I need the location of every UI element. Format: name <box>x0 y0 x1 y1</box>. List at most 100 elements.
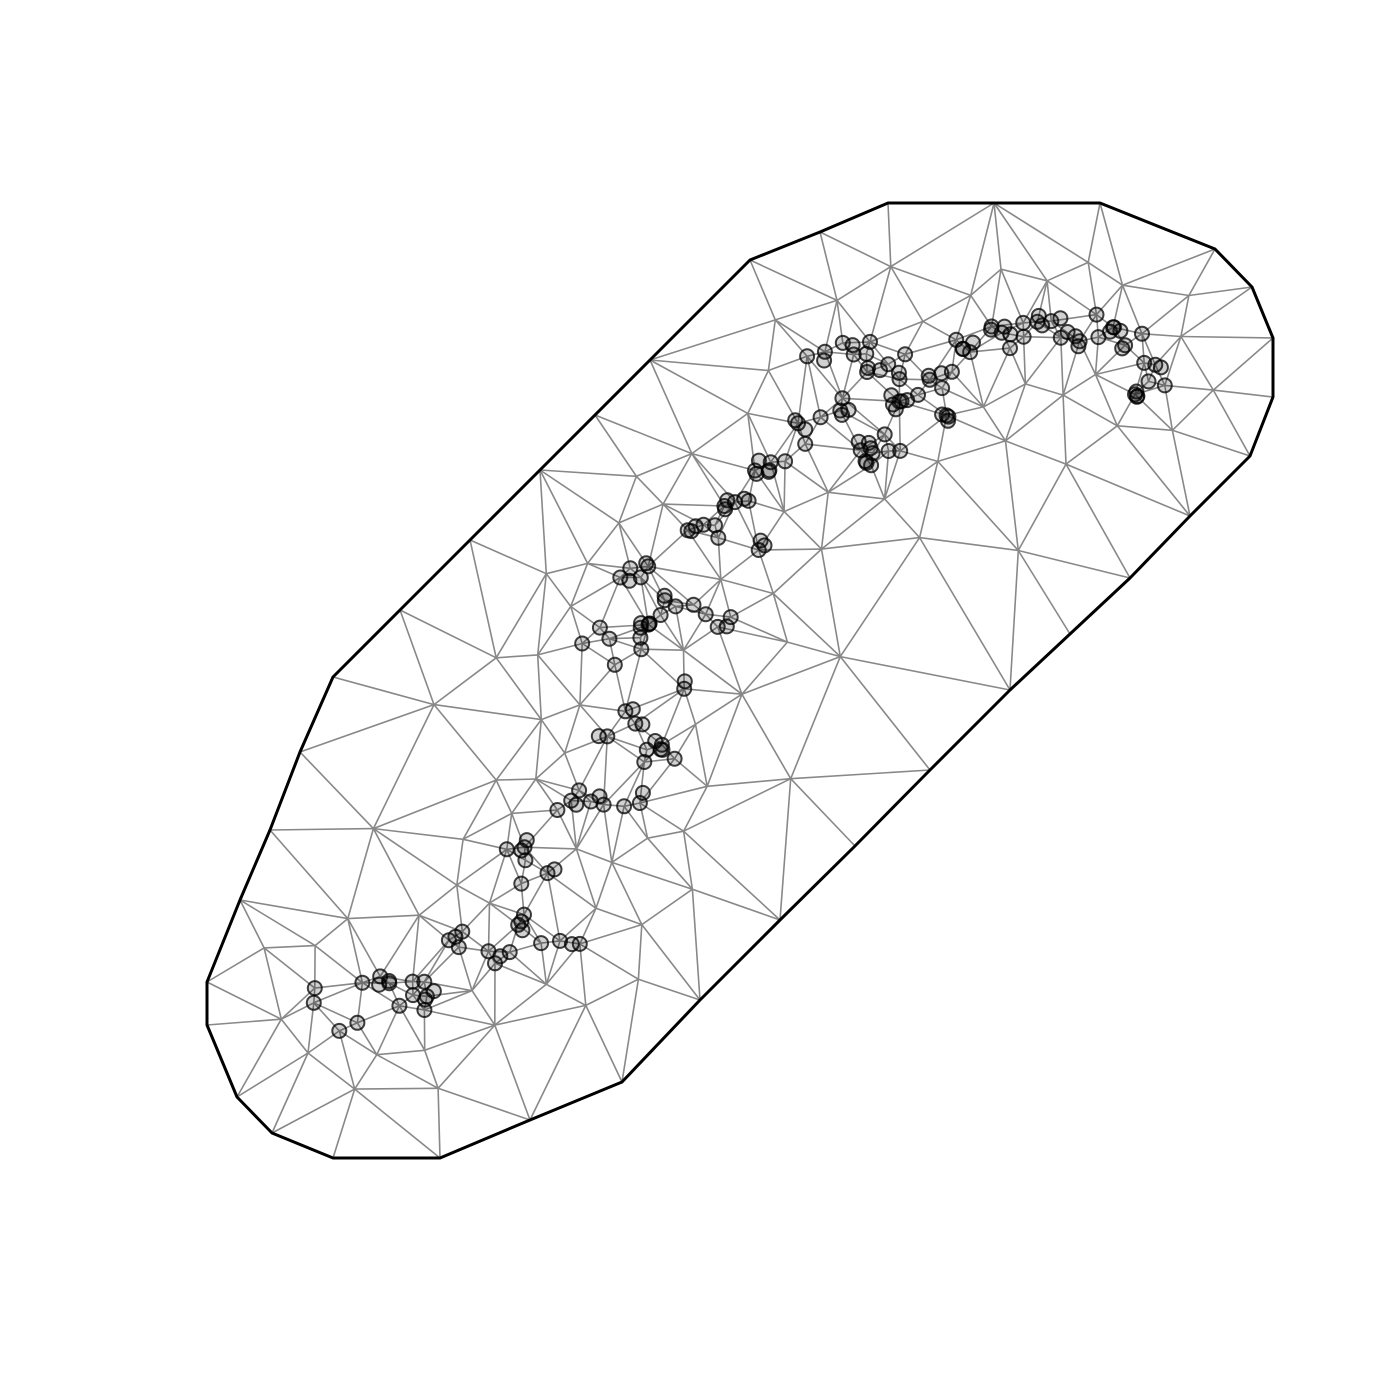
mesh-edge <box>307 1052 356 1090</box>
observation-point <box>872 362 888 379</box>
observation-point <box>621 572 638 589</box>
mesh-edge <box>993 202 1002 270</box>
mesh-edge <box>1000 268 1024 324</box>
mesh-edge <box>1134 393 1173 431</box>
mesh-edge <box>824 342 844 353</box>
observation-point <box>685 596 702 613</box>
mesh-edge <box>578 789 605 806</box>
mesh-edge <box>1099 202 1124 286</box>
observation-point <box>513 875 530 892</box>
mesh-edge <box>684 688 742 695</box>
mesh-edge <box>919 536 1019 552</box>
mesh-edge <box>1141 333 1145 363</box>
mesh-edge <box>1025 383 1064 396</box>
mesh-edge <box>784 443 806 462</box>
observation-point <box>709 618 726 635</box>
mesh-edge <box>1212 389 1251 457</box>
mesh-edge <box>471 962 496 992</box>
observation-point <box>492 948 509 965</box>
observation-point <box>722 609 739 626</box>
observation-point <box>647 733 664 749</box>
mesh-edge <box>1000 268 1048 282</box>
mesh-edge <box>647 503 664 567</box>
mesh-edge <box>582 637 610 645</box>
mesh-edge <box>299 751 374 830</box>
mesh-edge <box>523 914 542 944</box>
mesh-edge <box>720 578 774 595</box>
observation-point <box>636 754 653 770</box>
observation-point <box>533 935 550 952</box>
mesh-edge <box>372 704 435 829</box>
observation-point <box>595 796 612 813</box>
observation-point <box>634 716 651 733</box>
mesh-edge <box>779 778 792 921</box>
mesh-edge <box>649 359 769 372</box>
mesh-edge <box>618 503 664 524</box>
observation-point <box>787 412 804 429</box>
mesh-edge <box>784 460 829 493</box>
mesh-edge <box>307 1002 315 1054</box>
mesh-edge <box>917 387 943 396</box>
mesh-edge <box>797 356 808 424</box>
mesh-edge <box>603 803 625 808</box>
mesh-edge <box>647 830 684 839</box>
mesh-edge <box>456 848 508 886</box>
observation-point <box>1052 310 1069 327</box>
observation-point <box>797 435 814 452</box>
observation-point <box>954 341 971 357</box>
mesh-edge <box>611 837 649 864</box>
mesh-edge <box>332 676 435 706</box>
observation-point <box>1136 354 1153 371</box>
mesh-edge <box>648 565 721 581</box>
mesh-edge <box>691 453 726 507</box>
mesh-edge <box>399 609 435 705</box>
mesh-edge <box>239 899 265 949</box>
mesh-edge <box>691 452 756 472</box>
mesh-edge <box>1087 262 1098 315</box>
mesh-edge <box>570 576 621 608</box>
observation-point <box>752 532 769 549</box>
observation-point <box>857 453 874 470</box>
mesh-edge <box>563 704 581 754</box>
mesh-edge <box>860 449 872 466</box>
mesh-edge <box>644 757 675 763</box>
mesh-edge <box>639 802 685 832</box>
observation-point <box>549 802 566 818</box>
observation-point <box>574 635 591 652</box>
mesh-edge <box>884 433 901 452</box>
observation-point <box>834 406 850 423</box>
mesh-edge <box>821 536 920 550</box>
mesh-edge <box>579 943 639 980</box>
mesh-edge <box>372 827 458 886</box>
observation-point <box>860 434 877 451</box>
mesh-edge <box>636 452 693 478</box>
mesh-edge <box>1018 549 1131 579</box>
mesh-edge <box>595 862 613 909</box>
mesh-edge <box>547 872 597 909</box>
mesh-edge <box>1005 394 1064 442</box>
mesh-edge <box>884 460 939 500</box>
observation-point <box>1134 325 1150 342</box>
mesh-edge <box>982 406 1007 442</box>
mesh-edge <box>239 899 348 920</box>
mesh-edge <box>754 470 785 513</box>
mesh-edge <box>1087 202 1101 263</box>
mesh-edge <box>354 1088 441 1159</box>
mesh-edge <box>1036 321 1062 339</box>
observation-point <box>750 452 767 469</box>
mesh-edge <box>1022 280 1048 324</box>
mesh-edge <box>263 947 283 1020</box>
mesh-edge <box>1017 463 1067 551</box>
mesh-edge <box>635 475 664 505</box>
mesh-edge <box>575 801 592 850</box>
mesh-edge <box>730 616 788 643</box>
observation-point <box>862 333 878 350</box>
mesh-edge <box>646 837 694 890</box>
mesh-edge <box>993 202 1089 264</box>
mesh-edge <box>662 503 689 531</box>
mesh-edge <box>520 860 527 884</box>
mesh-edge <box>545 573 572 607</box>
mesh-edge <box>437 1087 531 1121</box>
mesh-edge <box>495 657 542 721</box>
mesh-edge <box>399 1005 425 1011</box>
